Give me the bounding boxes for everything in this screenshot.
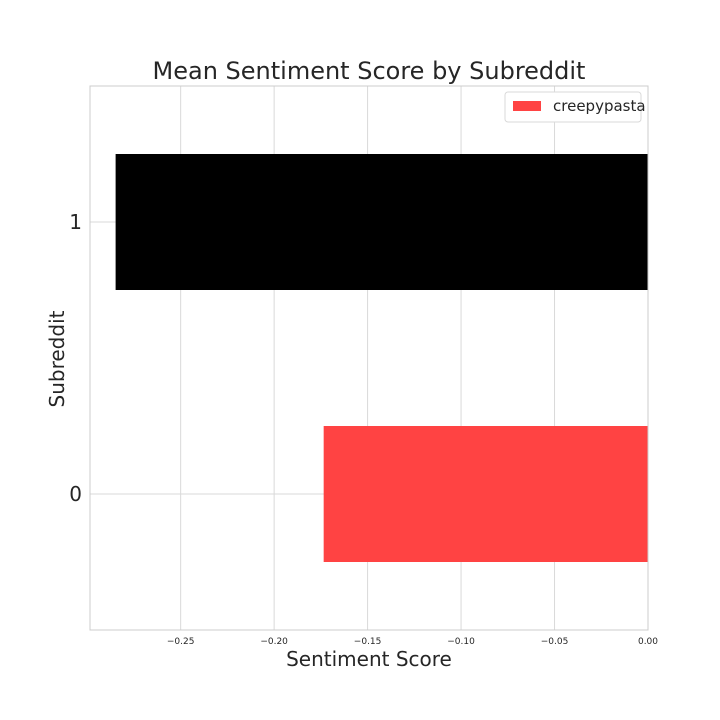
chart-title: Mean Sentiment Score by Subreddit [153,57,586,85]
legend: creepypasta [504,91,646,123]
bars [115,154,648,562]
x-tick-label: −0.10 [447,637,475,647]
x-tick-label: 0.00 [638,637,658,647]
y-axis-label: Subreddit [45,310,69,407]
x-tick-label: −0.15 [354,637,382,647]
x-tick-labels: −0.25 −0.20 −0.15 −0.10 −0.05 0.00 [167,637,658,647]
bar-subreddit-1 [115,154,648,290]
plot-frame [89,85,649,631]
legend-swatch-creepypasta [513,101,541,111]
x-axis-label: Sentiment Score [286,647,452,671]
y-tick-labels: 01 [69,210,82,506]
x-tick-label: −0.25 [167,637,195,647]
bar-subreddit-0 [323,426,648,562]
legend-box [504,91,642,123]
x-tick-label: −0.05 [541,637,569,647]
x-tick-label: −0.20 [260,637,288,647]
y-tick-label: 1 [69,210,82,234]
y-tick-label: 0 [69,482,82,506]
legend-label-creepypasta: creepypasta [553,97,646,115]
